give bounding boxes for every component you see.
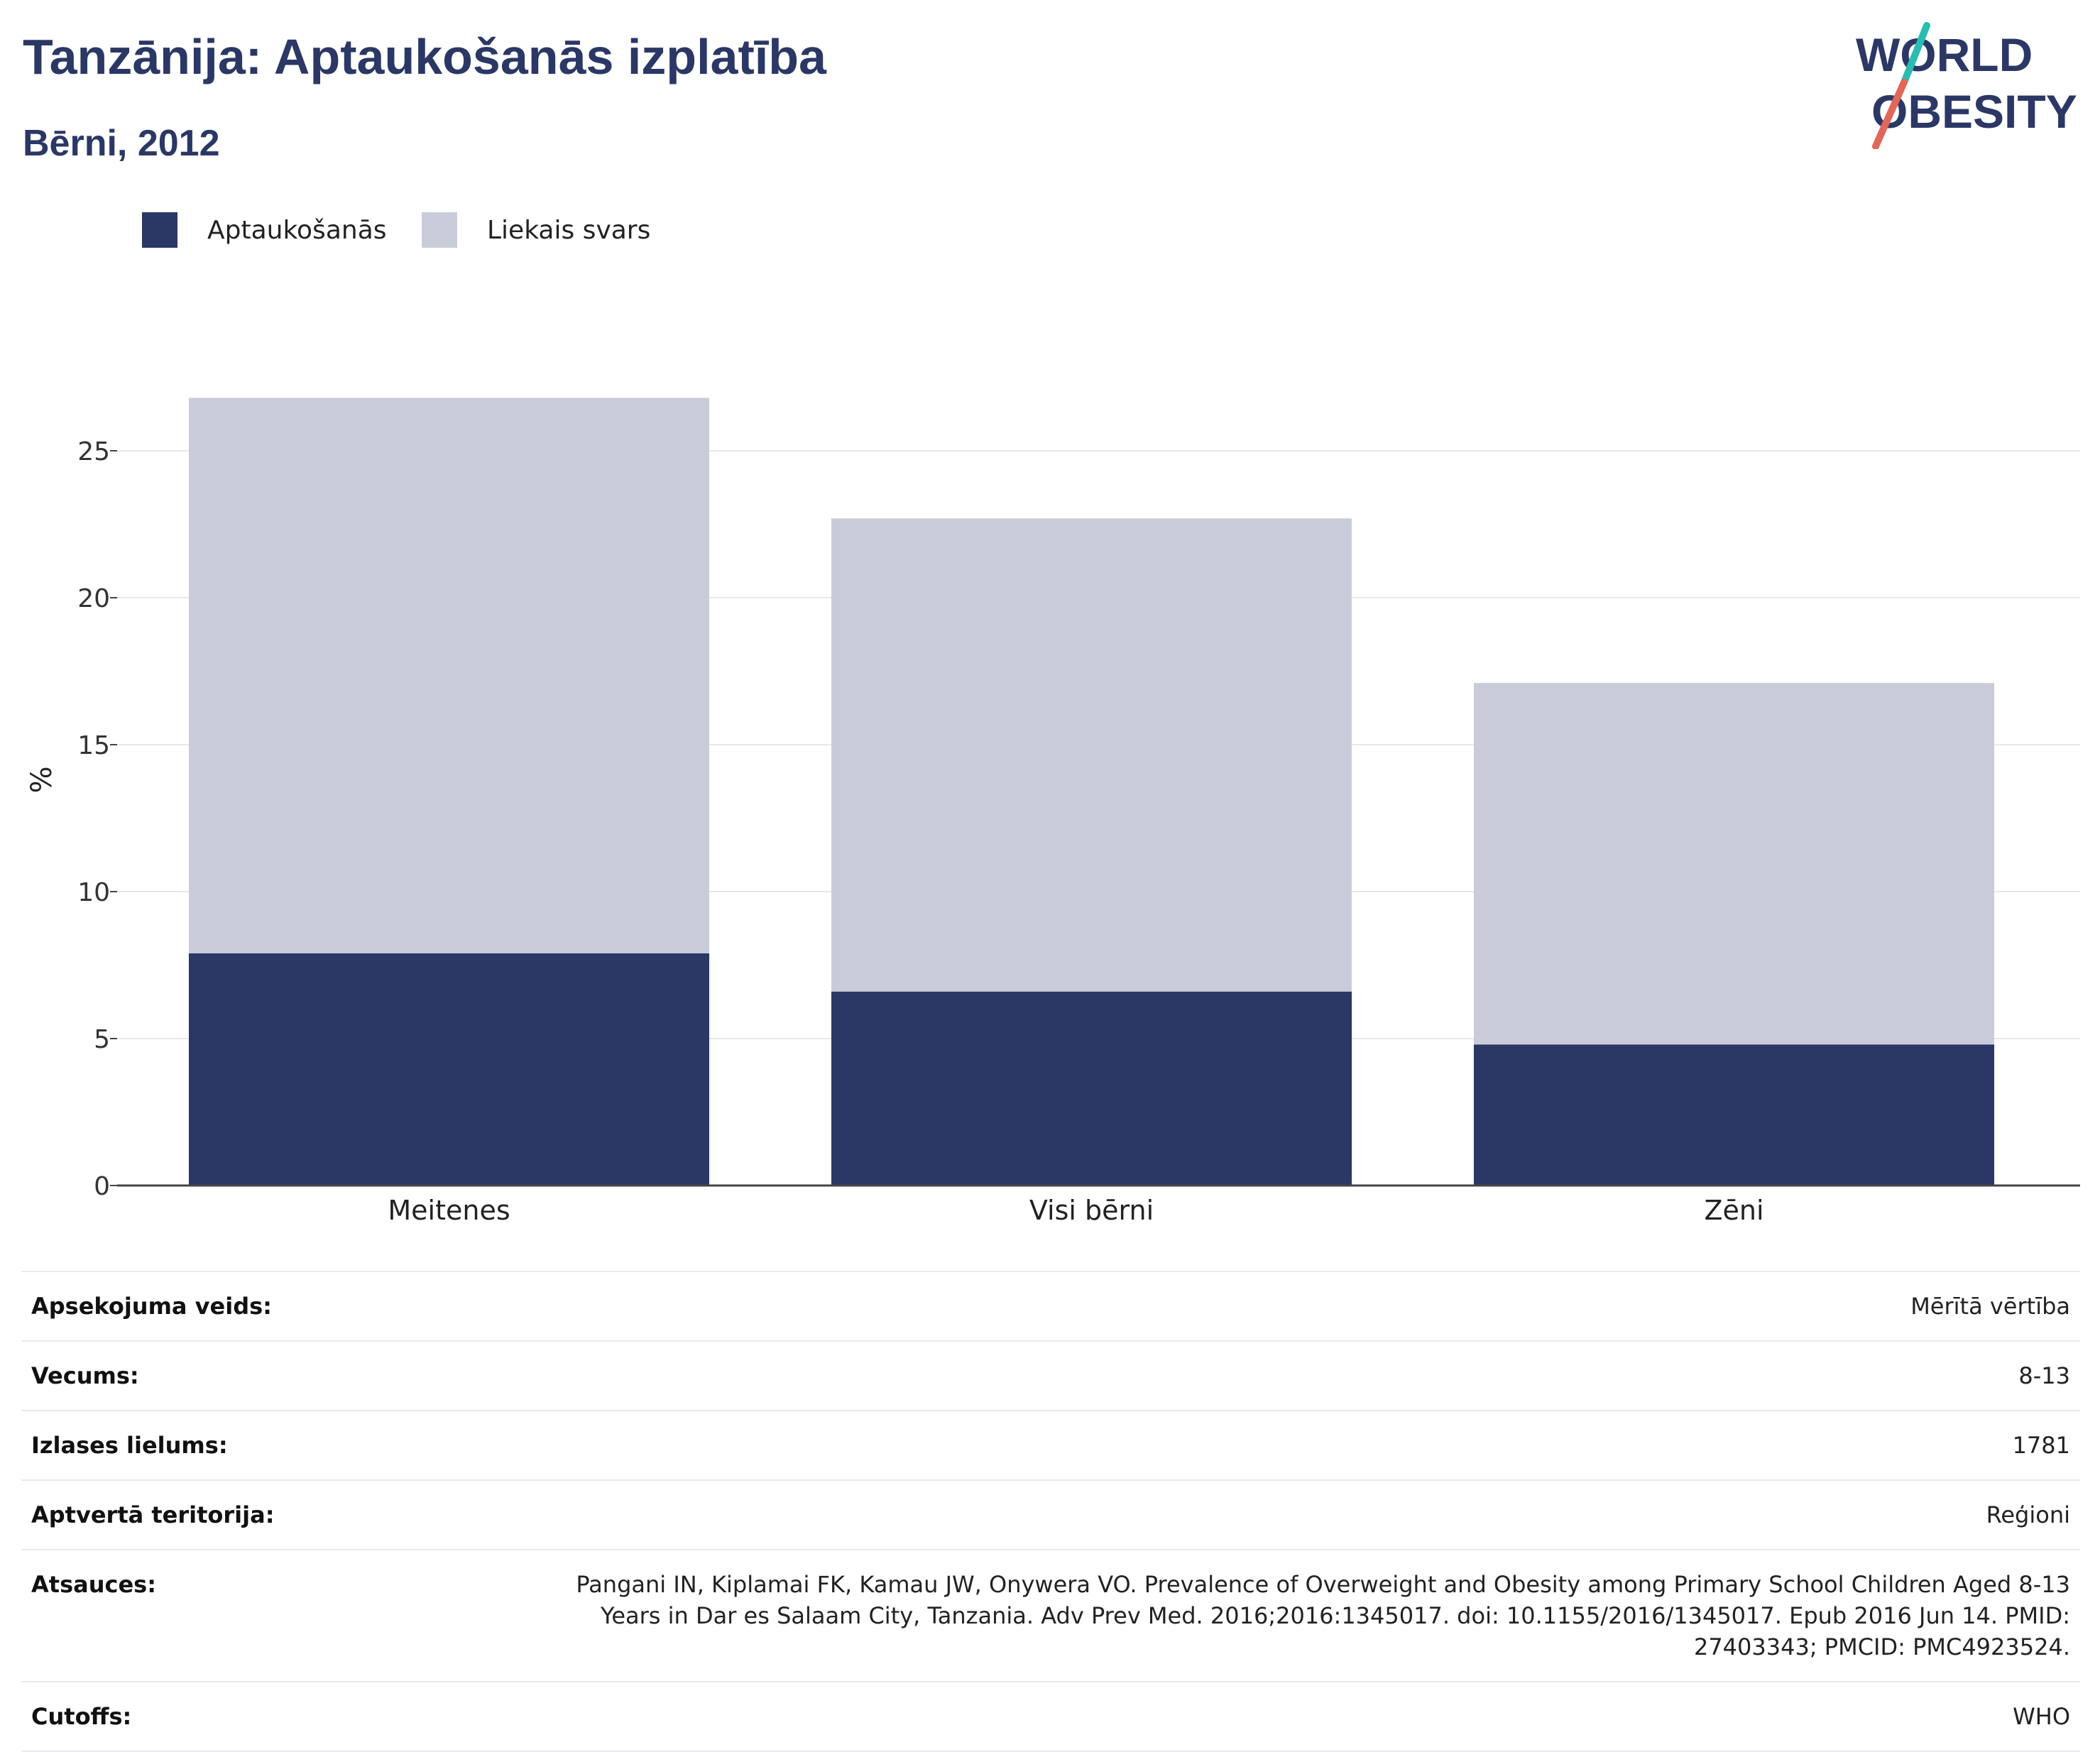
info-label: Aptvertā teritorija: xyxy=(31,1501,275,1528)
logo-line1: WORLD xyxy=(1856,28,2033,81)
y-axis-label: % xyxy=(26,766,58,793)
bar-overweight xyxy=(1473,683,1995,1045)
page-subtitle: Bērni, 2012 xyxy=(23,123,220,164)
info-value: 8-13 xyxy=(2018,1362,2070,1389)
y-tick-label: 25 xyxy=(77,437,110,466)
logo-line2: OBESITY xyxy=(1871,85,2077,138)
bar-obesity xyxy=(1473,1044,1995,1186)
y-tick-label: 5 xyxy=(94,1025,110,1054)
x-tick-label: Visi bērni xyxy=(1029,1195,1154,1226)
info-row-survey-type: Apsekojuma veids: Mērītā vērtība xyxy=(21,1271,2080,1340)
world-obesity-logo: WORLD OBESITY xyxy=(1856,22,2077,149)
logo-slash-top xyxy=(1901,22,1930,86)
info-value: Reģioni xyxy=(1986,1501,2070,1528)
bar-obesity xyxy=(831,991,1352,1186)
info-row-references: Atsauces: Pangani IN, Kiplamai FK, Kamau… xyxy=(21,1549,2080,1681)
y-tick-label: 20 xyxy=(77,584,110,613)
info-label: Atsauces: xyxy=(31,1571,156,1598)
info-row-age: Vecums: 8-13 xyxy=(21,1340,2080,1410)
y-tick-label: 15 xyxy=(77,731,110,760)
legend-swatch-overweight xyxy=(422,212,457,248)
info-label: Cutoffs: xyxy=(31,1703,132,1730)
legend-item-overweight[interactable]: Liekais svars xyxy=(422,210,650,250)
x-tick-label: Zēni xyxy=(1704,1195,1763,1226)
info-row-sample-size: Izlases lielums: 1781 xyxy=(21,1410,2080,1479)
bar-overweight xyxy=(831,518,1352,992)
info-label: Izlases lielums: xyxy=(31,1432,228,1459)
logo-slash-bottom xyxy=(1872,79,1908,149)
legend-label-overweight: Liekais svars xyxy=(487,215,651,245)
legend-label-obesity: Aptaukošanās xyxy=(207,215,387,245)
info-row-cutoffs: Cutoffs: WHO xyxy=(21,1681,2080,1752)
info-value: WHO xyxy=(2013,1703,2070,1730)
info-label: Apsekojuma veids: xyxy=(31,1293,272,1320)
info-row-area-covered: Aptvertā teritorija: Reģioni xyxy=(21,1479,2080,1549)
bar-overweight xyxy=(188,398,710,953)
legend-swatch-obesity xyxy=(142,212,177,248)
page-title: Tanzānija: Aptaukošanās izplatība xyxy=(23,29,826,84)
info-value: Mērītā vērtība xyxy=(1910,1293,2070,1320)
legend-item-obesity[interactable]: Aptaukošanās xyxy=(142,210,387,250)
y-tick-label: 0 xyxy=(94,1172,110,1201)
x-tick-label: Meitenes xyxy=(388,1195,510,1226)
info-value-reference: Pangani IN, Kiplamai FK, Kamau JW, Onywe… xyxy=(576,1571,2070,1660)
bar-obesity xyxy=(188,953,710,1186)
bar-chart: 0 5 10 15 20 25% Meitenes Visi bērni Zēni xyxy=(26,398,2080,1226)
info-value: 1781 xyxy=(2012,1432,2070,1459)
info-label: Vecums: xyxy=(31,1362,139,1389)
info-table: Apsekojuma veids: Mērītā vērtība Vecums:… xyxy=(21,1271,2080,1752)
y-tick-label: 10 xyxy=(77,878,110,907)
